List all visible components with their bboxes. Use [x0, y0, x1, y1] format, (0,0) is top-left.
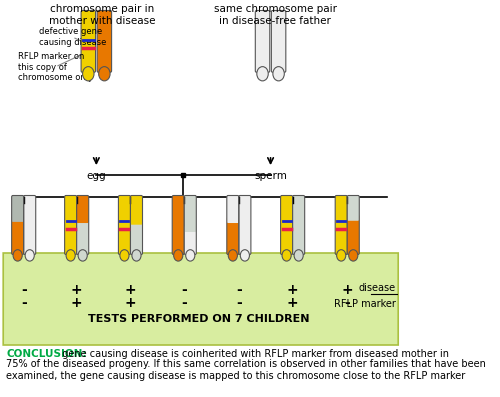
Text: -: -: [236, 296, 242, 310]
FancyBboxPatch shape: [12, 216, 24, 254]
Circle shape: [78, 250, 88, 261]
Text: -: -: [236, 283, 242, 297]
FancyBboxPatch shape: [64, 195, 76, 254]
FancyBboxPatch shape: [227, 195, 239, 223]
FancyBboxPatch shape: [12, 195, 24, 222]
FancyBboxPatch shape: [347, 195, 360, 221]
Circle shape: [228, 250, 237, 261]
Circle shape: [336, 250, 346, 261]
Circle shape: [82, 67, 94, 81]
FancyBboxPatch shape: [292, 195, 304, 254]
FancyBboxPatch shape: [130, 219, 142, 254]
FancyBboxPatch shape: [256, 10, 270, 72]
FancyBboxPatch shape: [347, 215, 360, 254]
Circle shape: [13, 250, 22, 261]
Circle shape: [348, 250, 358, 261]
FancyBboxPatch shape: [239, 195, 251, 254]
Circle shape: [174, 250, 183, 261]
Text: +: +: [342, 283, 353, 297]
FancyBboxPatch shape: [172, 195, 184, 254]
FancyBboxPatch shape: [184, 226, 196, 254]
FancyBboxPatch shape: [76, 195, 88, 223]
FancyBboxPatch shape: [3, 253, 398, 345]
Circle shape: [257, 67, 268, 81]
FancyBboxPatch shape: [81, 10, 96, 72]
Circle shape: [240, 250, 250, 261]
Text: -: -: [182, 296, 187, 310]
FancyBboxPatch shape: [280, 195, 292, 254]
Text: defective gene
causing disease: defective gene causing disease: [38, 27, 106, 47]
Circle shape: [25, 250, 34, 261]
Text: -: -: [344, 296, 350, 310]
Circle shape: [294, 250, 303, 261]
Circle shape: [186, 250, 195, 261]
Text: CONCLUSION:: CONCLUSION:: [6, 349, 87, 359]
Circle shape: [120, 250, 129, 261]
Text: RFLP marker on
this copy of
chromosome only: RFLP marker on this copy of chromosome o…: [18, 52, 93, 82]
FancyBboxPatch shape: [118, 195, 130, 254]
Text: RFLP marker: RFLP marker: [334, 299, 396, 309]
Circle shape: [132, 250, 141, 261]
FancyBboxPatch shape: [76, 217, 88, 254]
FancyBboxPatch shape: [272, 10, 286, 72]
Text: same chromosome pair
in disease-free father: same chromosome pair in disease-free fat…: [214, 4, 337, 25]
Text: -: -: [182, 283, 187, 297]
Text: -: -: [21, 296, 26, 310]
FancyBboxPatch shape: [97, 10, 112, 72]
Circle shape: [282, 250, 291, 261]
Text: +: +: [71, 283, 83, 297]
Text: 75% of the diseased progeny. If this same correlation is observed in other famil: 75% of the diseased progeny. If this sam…: [6, 359, 486, 381]
Text: +: +: [124, 296, 136, 310]
Circle shape: [273, 67, 284, 81]
Text: -: -: [21, 283, 26, 297]
Circle shape: [98, 67, 110, 81]
Text: disease: disease: [358, 283, 396, 293]
Text: +: +: [287, 283, 298, 297]
Text: chromosome pair in
mother with disease: chromosome pair in mother with disease: [48, 4, 155, 25]
Text: egg: egg: [86, 171, 106, 181]
Text: TESTS PERFORMED ON 7 CHILDREN: TESTS PERFORMED ON 7 CHILDREN: [88, 314, 310, 324]
FancyBboxPatch shape: [24, 195, 36, 254]
Text: +: +: [71, 296, 83, 310]
Text: gene causing disease is coinherited with RFLP marker from diseased mother in: gene causing disease is coinherited with…: [56, 349, 449, 359]
Circle shape: [66, 250, 75, 261]
FancyBboxPatch shape: [130, 195, 142, 225]
Text: +: +: [287, 296, 298, 310]
FancyBboxPatch shape: [227, 217, 239, 254]
Text: +: +: [124, 283, 136, 297]
Text: sperm: sperm: [254, 171, 287, 181]
FancyBboxPatch shape: [335, 195, 347, 254]
FancyBboxPatch shape: [184, 195, 196, 232]
